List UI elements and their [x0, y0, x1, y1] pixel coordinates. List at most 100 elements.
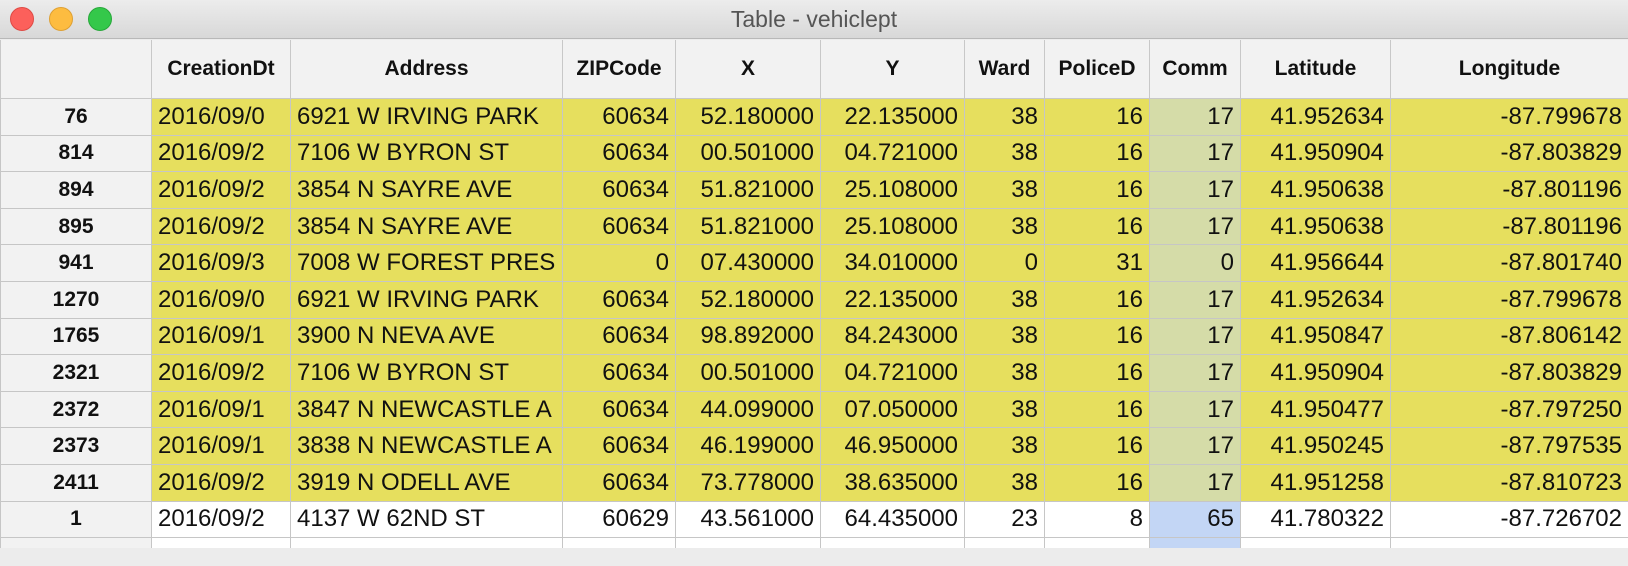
cell-latitude[interactable]: 41.950245: [1240, 427, 1391, 465]
cell-longitude[interactable]: -87.801196: [1390, 171, 1628, 209]
cell-longitude[interactable]: -87.810723: [1390, 463, 1628, 502]
cell-address[interactable]: 6921 W IRVING PARK: [290, 98, 563, 136]
cell-y[interactable]: 07.050000: [820, 390, 965, 429]
cell-longitude[interactable]: -87.799678: [1390, 98, 1628, 136]
cell-address[interactable]: 3900 N NEVA AVE: [290, 317, 563, 356]
column-header-comm[interactable]: Comm: [1149, 40, 1241, 99]
cell-longitude[interactable]: -87.726702: [1390, 500, 1628, 539]
cell-zipcode[interactable]: 60634: [562, 317, 676, 356]
cell-comm[interactable]: 0: [1149, 244, 1241, 282]
cell-creationdt[interactable]: 2016/09/2: [151, 171, 291, 209]
cell-y[interactable]: 84.243000: [820, 317, 965, 356]
cell-longitude[interactable]: -87.799678: [1390, 280, 1628, 319]
cell-y[interactable]: 04.721000: [820, 134, 965, 173]
column-header-y[interactable]: Y: [820, 40, 965, 99]
cell-latitude[interactable]: 41.950638: [1240, 207, 1391, 246]
cell-creationdt[interactable]: 2016/09/1: [151, 390, 291, 429]
column-header-x[interactable]: X: [675, 40, 821, 99]
cell-creationdt[interactable]: 2016/09/2: [151, 134, 291, 173]
row-number[interactable]: 1765: [0, 317, 152, 356]
column-header-longitude[interactable]: Longitude: [1390, 40, 1628, 99]
cell-comm[interactable]: 65: [1149, 500, 1241, 539]
column-header-zipcode[interactable]: ZIPCode: [562, 40, 676, 99]
cell-comm[interactable]: 17: [1149, 280, 1241, 319]
cell-latitude[interactable]: 41.952634: [1240, 98, 1391, 136]
cell-zipcode[interactable]: 60634: [562, 280, 676, 319]
cell-comm[interactable]: 17: [1149, 317, 1241, 356]
row-number[interactable]: 895: [0, 207, 152, 246]
row-number[interactable]: 941: [0, 244, 152, 282]
cell-zipcode[interactable]: 60634: [562, 354, 676, 392]
cell-ward[interactable]: 38: [964, 280, 1045, 319]
cell-latitude[interactable]: 41.950477: [1240, 390, 1391, 429]
table-row[interactable]: 2411 2016/09/2 3919 N ODELL AVE 60634 73.778…: [0, 463, 1628, 502]
cell-longitude[interactable]: -87.797250: [1390, 390, 1628, 429]
cell-x[interactable]: 51.821000: [675, 171, 821, 209]
cell-address[interactable]: 6921 W IRVING PARK: [290, 280, 563, 319]
cell-address[interactable]: 7106 W BYRON ST: [290, 354, 563, 392]
cell-address[interactable]: 3919 N ODELL AVE: [290, 463, 563, 502]
table-row[interactable]: 2372 2016/09/1 3847 N NEWCASTLE A 60634 44.0…: [0, 390, 1628, 429]
cell-ward[interactable]: 38: [964, 463, 1045, 502]
cell-latitude[interactable]: 41.950904: [1240, 134, 1391, 173]
cell-longitude[interactable]: -87.806142: [1390, 317, 1628, 356]
cell-longitude[interactable]: -87.803829: [1390, 134, 1628, 173]
cell-creationdt[interactable]: 2016/09/1: [151, 427, 291, 465]
cell-policed[interactable]: 16: [1044, 427, 1150, 465]
row-number[interactable]: 814: [0, 134, 152, 173]
cell-address[interactable]: 3854 N SAYRE AVE: [290, 207, 563, 246]
cell-address[interactable]: 7106 W BYRON ST: [290, 134, 563, 173]
cell-policed[interactable]: 31: [1044, 244, 1150, 282]
cell-zipcode[interactable]: 60634: [562, 463, 676, 502]
cell-ward[interactable]: 38: [964, 98, 1045, 136]
cell-latitude[interactable]: 41.780322: [1240, 500, 1391, 539]
zoom-window-button[interactable]: [88, 7, 112, 31]
cell-y[interactable]: 25.108000: [820, 171, 965, 209]
cell-address[interactable]: 3847 N NEWCASTLE A: [290, 390, 563, 429]
cell-x[interactable]: 44.099000: [675, 390, 821, 429]
cell-longitude[interactable]: -87.797535: [1390, 427, 1628, 465]
cell-policed[interactable]: 16: [1044, 134, 1150, 173]
cell-longitude[interactable]: -87.803829: [1390, 354, 1628, 392]
cell-x[interactable]: 00.501000: [675, 354, 821, 392]
column-header-policed[interactable]: PoliceD: [1044, 40, 1150, 99]
row-number[interactable]: 1: [0, 500, 152, 539]
cell-zipcode[interactable]: 60634: [562, 171, 676, 209]
cell-comm[interactable]: 17: [1149, 98, 1241, 136]
row-number[interactable]: 76: [0, 98, 152, 136]
cell-comm[interactable]: 17: [1149, 390, 1241, 429]
cell-zipcode[interactable]: 0: [562, 244, 676, 282]
cell-policed[interactable]: 16: [1044, 98, 1150, 136]
table-row[interactable]: 894 2016/09/2 3854 N SAYRE AVE 60634 51.8210…: [0, 171, 1628, 209]
cell-zipcode[interactable]: 60634: [562, 390, 676, 429]
cell-longitude[interactable]: -87.801740: [1390, 244, 1628, 282]
cell-y[interactable]: 46.950000: [820, 427, 965, 465]
cell-y[interactable]: 64.435000: [820, 500, 965, 539]
cell-y[interactable]: 38.635000: [820, 463, 965, 502]
cell-y[interactable]: 04.721000: [820, 354, 965, 392]
cell-comm[interactable]: 17: [1149, 354, 1241, 392]
cell-creationdt[interactable]: 2016/09/3: [151, 244, 291, 282]
cell-address[interactable]: 3854 N SAYRE AVE: [290, 171, 563, 209]
cell-ward[interactable]: 38: [964, 317, 1045, 356]
cell-y[interactable]: 22.135000: [820, 98, 965, 136]
row-number[interactable]: 2372: [0, 390, 152, 429]
table-row[interactable]: 895 2016/09/2 3854 N SAYRE AVE 60634 51.8210…: [0, 207, 1628, 246]
cell-x[interactable]: 00.501000: [675, 134, 821, 173]
cell-comm[interactable]: 17: [1149, 463, 1241, 502]
cell-address[interactable]: 3838 N NEWCASTLE A: [290, 427, 563, 465]
cell-policed[interactable]: 16: [1044, 207, 1150, 246]
cell-x[interactable]: 52.180000: [675, 280, 821, 319]
cell-creationdt[interactable]: 2016/09/2: [151, 463, 291, 502]
cell-policed[interactable]: 16: [1044, 354, 1150, 392]
cell-policed[interactable]: 16: [1044, 317, 1150, 356]
cell-zipcode[interactable]: 60634: [562, 207, 676, 246]
close-window-button[interactable]: [10, 7, 34, 31]
column-header-ward[interactable]: Ward: [964, 40, 1045, 99]
cell-ward[interactable]: 38: [964, 171, 1045, 209]
table-row[interactable]: 814 2016/09/2 7106 W BYRON ST 60634 00.50100…: [0, 134, 1628, 173]
table-row[interactable]: 941 2016/09/3 7008 W FOREST PRES 0 07.430000…: [0, 244, 1628, 282]
table-row[interactable]: 1270 2016/09/0 6921 W IRVING PARK 60634 52.1…: [0, 280, 1628, 319]
cell-latitude[interactable]: 41.952634: [1240, 280, 1391, 319]
cell-latitude[interactable]: 41.951258: [1240, 463, 1391, 502]
